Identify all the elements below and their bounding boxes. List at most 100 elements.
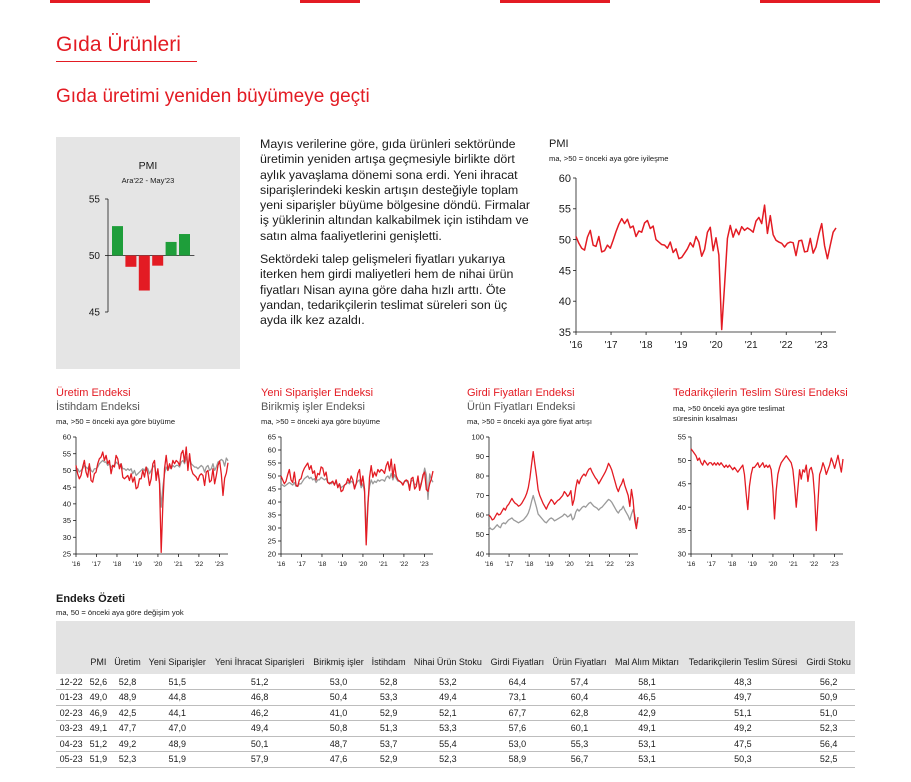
- y-tick-label: 35: [559, 327, 571, 339]
- table-row: 05-23 51,9 52,3 51,9 57,9 47,6 52,9 52,3 58,9 56,…: [56, 751, 855, 768]
- table-row: 02-23 46,9 42,5 44,1 46,2 41,0 52,9 52,1 67,7 62,…: [56, 705, 855, 721]
- table-cell: 60,4: [548, 689, 611, 706]
- commentary-paragraph-2: Sektördeki talep gelişmeleri fiyatları y…: [260, 252, 514, 328]
- index-summary-table: PMI Üretim Yeni Siparişler Yeni İhracat Sip…: [56, 621, 855, 768]
- table-cell: 44,8: [144, 689, 211, 706]
- y-tick-label: 55: [678, 433, 686, 442]
- table-column-header: Yeni İhracat Siparişleri: [214, 657, 305, 667]
- x-tick-label: '19: [675, 340, 688, 351]
- x-tick-label: '17: [707, 561, 716, 568]
- table-cell: 56,4: [802, 736, 855, 752]
- table-header-row: PMI Üretim Yeni Siparişler Yeni İhracat Sip…: [56, 621, 855, 674]
- x-tick-label: '16: [687, 561, 696, 568]
- table-cell: 50,8: [309, 720, 368, 737]
- table-cell: 48,7: [309, 736, 368, 752]
- table-cell: 49,7: [683, 689, 803, 706]
- table-cell: 56,7: [548, 751, 611, 768]
- table-cell: 48,9: [110, 689, 145, 706]
- table-column-header: Girdi Stoku: [806, 657, 851, 667]
- birikmis-isler-chart-title: Birikmiş işler Endeksi: [261, 401, 365, 413]
- x-tick-label: '23: [420, 561, 429, 568]
- uretim-chart-title: Üretim Endeksi: [56, 387, 131, 399]
- mini-bar: [165, 241, 177, 256]
- uretim-chart-subtitle: ma, >50 = önceki aya göre büyüme: [56, 417, 176, 426]
- mini-bar: [179, 234, 190, 256]
- teslim-chart-subtitle: ma, >50 önceki aya göre teslimat süresin…: [673, 404, 785, 423]
- table-cell: 64,4: [486, 674, 549, 690]
- y-tick-label: 60: [476, 511, 484, 520]
- uretim-line-chart: 25 30 35 40 45 50 55 60 '16 '17 '18 '19 '20 '21 '22 '23: [63, 433, 229, 568]
- table-cell: 53,7: [367, 736, 410, 752]
- table-cell: 51,5: [144, 674, 211, 690]
- section-title: Gıda Ürünleri: [56, 33, 181, 56]
- y-tick-label: 60: [63, 433, 71, 442]
- yeni-siparisler-chart-title: Yeni Siparişler Endeksi: [261, 387, 374, 399]
- mini-y-tick-label: 55: [89, 195, 101, 206]
- ürün-fiyatları-endeksi-line: [488, 494, 639, 531]
- x-tick-label: '16: [277, 561, 286, 568]
- table-column-header: Nihai Ürün Stoku: [413, 657, 482, 667]
- table-cell: 67,7: [486, 705, 549, 721]
- table-row: 12-22 52,6 52,8 51,5 51,2 53,0 52,8 53,2 64,4 57,…: [56, 674, 855, 690]
- yeni-siparişler-endeksi-line: [280, 458, 434, 546]
- y-tick-label: 55: [268, 459, 276, 468]
- y-tick-label: 45: [63, 483, 71, 492]
- x-tick-label: '17: [505, 561, 514, 568]
- pmi-chart-subtitle: ma, >50 = önceki aya göre iyileşme: [549, 154, 669, 163]
- top-accent-bar: [0, 0, 911, 3]
- table-cell: 46,2: [210, 705, 310, 721]
- y-tick-label: 30: [678, 550, 686, 559]
- y-tick-label: 80: [476, 472, 484, 481]
- table-cell: 46,9: [86, 705, 111, 721]
- pmi-mini-chart-panel: PMI Ara'22 - May'23 45 50 55: [56, 137, 240, 369]
- table-row-date: 04-23: [56, 736, 87, 752]
- x-tick-label: '16: [485, 561, 494, 568]
- headline: Gıda üretimi yeniden büyümeye geçti: [56, 86, 370, 107]
- urun-fiyatlari-chart-title: Ürün Fiyatları Endeksi: [467, 401, 576, 413]
- table-cell: 49,4: [409, 689, 487, 706]
- table-cell: 60,1: [548, 720, 611, 737]
- y-tick-label: 45: [559, 265, 571, 277]
- table-cell: 49,1: [86, 720, 111, 737]
- y-tick-label: 65: [268, 433, 276, 442]
- table-cell: 55,3: [548, 736, 611, 752]
- siparis-line-chart: 20 25 30 35 40 45 50 55 60 65 '16 '17 '18 '19 '20 '21 '2…: [268, 433, 434, 568]
- x-tick-label: '22: [605, 561, 614, 568]
- table-cell: 46,5: [610, 689, 684, 706]
- y-tick-label: 20: [268, 550, 276, 559]
- table-row: 04-23 51,2 49,2 48,9 50,1 48,7 53,7 55,4 53,0 55,…: [56, 736, 855, 752]
- istihdam-chart-title: İstihdam Endeksi: [56, 401, 140, 413]
- table-cell: 49,2: [683, 720, 803, 737]
- y-tick-label: 50: [268, 472, 276, 481]
- y-tick-label: 35: [268, 511, 276, 520]
- table-body: 12-22 52,6 52,8 51,5 51,2 53,0 52,8 53,2 64,4 57,…: [56, 674, 855, 768]
- mini-y-tick-label: 50: [89, 251, 101, 262]
- fiyat-chart-titles: Girdi Fiyatları Endeksi Ürün Fiyatları E…: [467, 386, 575, 414]
- table-column-header: Üretim: [114, 657, 141, 667]
- table-row-date: 02-23: [56, 705, 87, 721]
- pmi-mini-bar-chart: PMI Ara'22 - May'23 45 50 55: [89, 160, 195, 319]
- table-subheading: ma, 50 = önceki aya göre değişim yok: [56, 608, 184, 617]
- table-cell: 49,1: [610, 720, 684, 737]
- table-cell: 62,8: [548, 705, 611, 721]
- table-cell: 52,6: [86, 674, 111, 690]
- x-tick-label: '21: [379, 561, 388, 568]
- x-tick-label: '20: [565, 561, 574, 568]
- y-tick-label: 50: [63, 466, 71, 475]
- table-cell: 47,6: [309, 751, 368, 768]
- mini-bar: [152, 255, 164, 266]
- table-column-header: [56, 621, 86, 674]
- üretim-endeksi-line: [75, 446, 229, 553]
- table-cell: 53,1: [610, 751, 684, 768]
- table-row-date: 12-22: [56, 674, 87, 690]
- table-row: 01-23 49,0 48,9 44,8 46,8 50,4 53,3 49,4 73,1 60,…: [56, 689, 855, 706]
- table-cell: 51,1: [683, 705, 803, 721]
- teslim-line-chart: 30 35 40 45 50 55 '16 '17 '18 '19 '20 '21 '22 '23: [678, 433, 844, 568]
- x-tick-label: '19: [133, 561, 142, 568]
- y-tick-label: 70: [476, 491, 484, 500]
- table-cell: 52,8: [110, 674, 145, 690]
- table-cell: 53,3: [367, 689, 410, 706]
- mini-y-tick-label: 45: [89, 308, 101, 319]
- mini-bar: [125, 255, 137, 267]
- table-row-date: 03-23: [56, 720, 87, 737]
